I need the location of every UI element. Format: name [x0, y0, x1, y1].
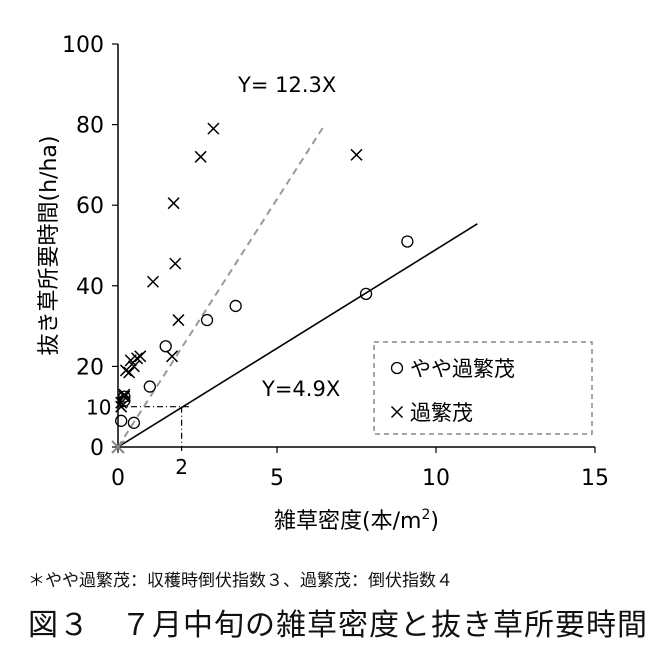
x-tick-label: 0: [111, 466, 125, 491]
data-point-circle: [229, 299, 242, 313]
regression-line: [117, 124, 326, 448]
data-point-x: [118, 388, 131, 401]
reference-y-label: 10: [86, 396, 111, 420]
data-point-x: [146, 275, 160, 288]
data-point-circle: [401, 235, 414, 248]
data-point-circle: [118, 390, 131, 403]
regression-label: Y= 12.3X: [237, 73, 336, 97]
data-point-x: [118, 390, 131, 403]
x-axis-title: 雑草密度(本/m2): [274, 507, 439, 534]
data-points: [111, 122, 414, 454]
regression-lines: Y= 12.3X Y=4.9X: [117, 73, 478, 448]
reference-x-label: 2: [175, 455, 188, 479]
data-point-x: [172, 314, 185, 327]
y-tick-label: 0: [90, 436, 104, 461]
x-tick-label: 5: [270, 466, 284, 491]
data-point-x: [194, 150, 207, 163]
figure-caption: 図３ ７月中旬の雑草密度と抜き草所要時間: [28, 608, 648, 643]
regression-line: [117, 223, 478, 448]
legend-label: やや過繁茂: [410, 357, 515, 381]
data-point-x: [127, 360, 140, 373]
y-tick-label: 40: [76, 275, 104, 300]
data-point-circle: [359, 287, 373, 301]
y-tick-label: 100: [62, 33, 104, 58]
data-point-x: [134, 350, 147, 363]
data-point-x: [123, 366, 136, 379]
data-point-x: [119, 364, 132, 377]
legend-marker-x: [390, 405, 404, 419]
axes: 0 5 10 15 0 20 40 60 80 100 雑草密度(本/m2) 抜き草所要時間(h/ha…: [37, 33, 609, 534]
data-point-circle: [143, 380, 156, 393]
footnote: ＊やや過繁茂：収穫時倒伏指数３、過繁茂：倒伏指数４: [28, 571, 453, 591]
data-point-circle: [127, 416, 141, 429]
data-point-x: [115, 396, 128, 409]
legend-label: 過繁茂: [410, 401, 473, 425]
origin-marker: [111, 440, 125, 454]
data-point-x: [166, 350, 179, 363]
legend-marker-circle: [390, 361, 404, 375]
data-point-x: [350, 148, 363, 161]
chart: 0 5 10 15 0 20 40 60 80 100 雑草密度(本/m2) 抜き草所要時間(h/ha…: [37, 33, 609, 534]
x-tick-label: 10: [422, 466, 450, 491]
y-tick-label: 60: [76, 194, 104, 219]
regression-label: Y=4.9X: [261, 377, 340, 401]
legend-box: [373, 341, 593, 435]
data-point-x: [115, 400, 128, 413]
data-point-x: [169, 257, 182, 270]
y-axis-title: 抜き草所要時間(h/ha): [37, 136, 62, 356]
data-point-x: [131, 352, 144, 365]
y-tick-label: 80: [76, 114, 104, 139]
data-point-x: [207, 122, 220, 135]
data-point-circle: [159, 340, 172, 353]
data-point-x: [167, 197, 180, 210]
data-point-circle: [115, 414, 128, 427]
data-point-circle: [200, 313, 214, 327]
x-tick-label: 15: [581, 466, 609, 491]
y-tick-label: 20: [76, 355, 104, 380]
